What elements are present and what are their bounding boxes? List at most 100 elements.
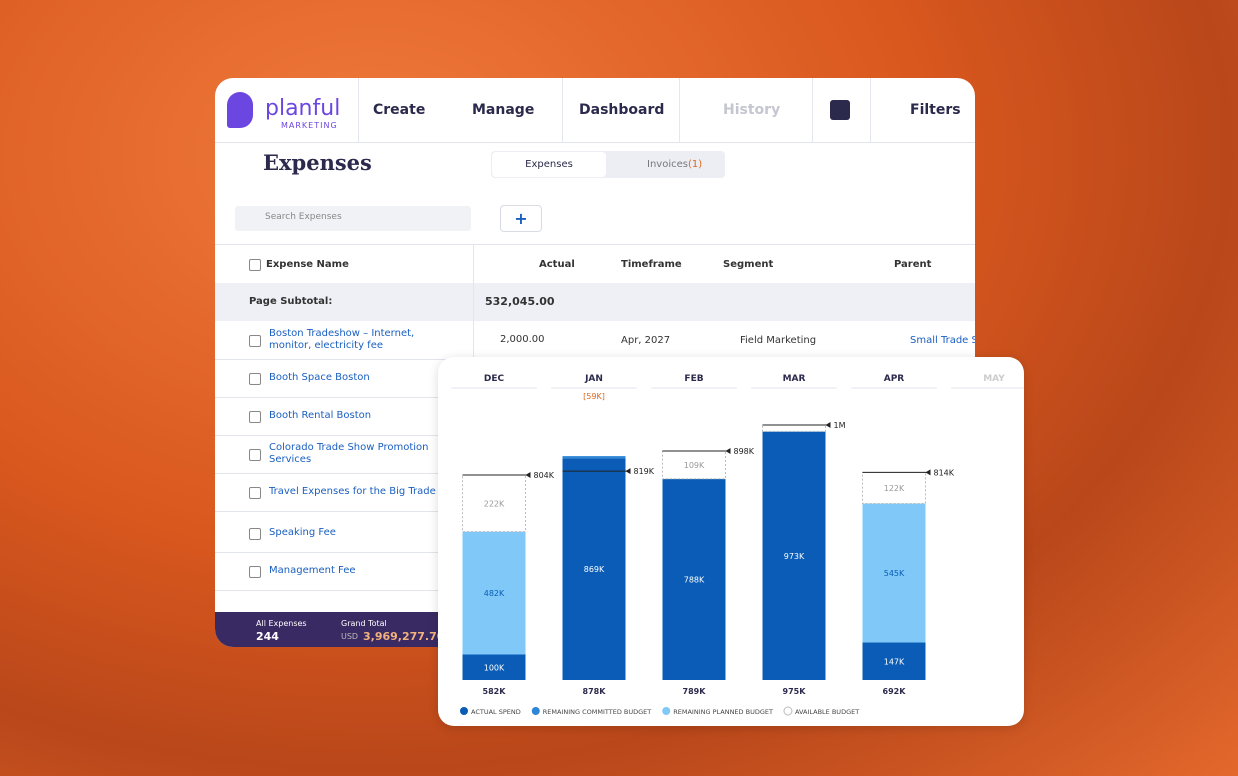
segment-label: 545K	[884, 569, 905, 578]
expense-segment: Field Marketing	[740, 335, 817, 346]
subtotal-row	[215, 283, 975, 321]
bar-segment	[462, 654, 526, 680]
overspend-label: [59K]	[583, 392, 605, 401]
total-label: 582K	[483, 687, 507, 696]
budget-label: 814K	[934, 468, 955, 477]
expense-name[interactable]: Speaking Fee	[269, 527, 336, 538]
month-label: MAR	[783, 374, 806, 384]
legend-swatch	[783, 706, 793, 716]
month-label: DEC	[484, 374, 505, 384]
logo-icon	[227, 92, 253, 128]
month-label: MAY	[983, 374, 1005, 384]
row-checkbox[interactable]	[249, 411, 261, 423]
subtotal-label: Page Subtotal:	[249, 296, 333, 307]
budget-arrow	[725, 448, 731, 455]
search-placeholder: Search Expenses	[265, 212, 342, 222]
footer-all-label: All Expenses	[256, 619, 307, 628]
page-title: Expenses	[263, 150, 372, 175]
chart-panel: DEC 100K 482K 222K 582K 804K JAN 869K 878K 819K FE…	[438, 357, 1024, 726]
legend-swatch	[460, 707, 468, 715]
nav-create[interactable]: Create	[373, 102, 426, 118]
legend-swatch	[531, 707, 540, 715]
nav-filters[interactable]: Filters	[910, 102, 961, 118]
col-segment: Segment	[723, 259, 774, 270]
row-checkbox[interactable]	[249, 566, 261, 578]
expense-actual: 2,000.00	[500, 334, 545, 345]
bar-segment	[662, 479, 726, 680]
total-label: 878K	[583, 687, 607, 696]
expense-name[interactable]: Boston Tradeshow – Internet, monitor, el…	[269, 328, 415, 351]
expense-name[interactable]: Management Fee	[269, 565, 356, 576]
footer-currency: USD	[341, 632, 359, 641]
budget-label: 804K	[534, 471, 555, 480]
budget-arrow	[825, 422, 831, 428]
legend-label: AVAILABLE BUDGET	[795, 708, 859, 716]
total-label: 789K	[683, 687, 707, 696]
legend-label: ACTUAL SPEND	[471, 708, 521, 716]
row-checkbox[interactable]	[249, 487, 261, 499]
budget-label: 898K	[734, 447, 755, 456]
col-timeframe: Timeframe	[621, 259, 682, 270]
add-button[interactable]: +	[500, 205, 542, 232]
nav-dashboard[interactable]: Dashboard	[579, 102, 665, 118]
calendar-icon[interactable]	[830, 100, 850, 120]
bar-segment	[862, 642, 926, 680]
search-box[interactable]	[235, 206, 471, 231]
subtotal-value: 532,045.00	[485, 295, 555, 308]
expense-parent: Small Trade S	[910, 335, 975, 346]
month-label: FEB	[684, 374, 703, 384]
segment-label: 109K	[684, 461, 705, 470]
logo-sub: MARKETING	[281, 121, 338, 130]
bar-segment	[662, 450, 726, 480]
budget-arrow	[525, 471, 531, 478]
month-label: APR	[884, 374, 905, 384]
bar-segment	[562, 456, 626, 459]
month-label: JAN	[584, 374, 603, 384]
row-checkbox[interactable]	[249, 335, 261, 347]
chart: DEC 100K 482K 222K 582K 804K JAN 869K 878K 819K FE…	[451, 374, 1024, 716]
col-actual: Actual	[539, 259, 575, 270]
expense-name[interactable]: Booth Space Boston	[269, 372, 370, 383]
row-checkbox[interactable]	[249, 528, 261, 540]
expense-name[interactable]: Colorado Trade Show Promotion Services	[269, 442, 429, 465]
segment-label: 973K	[784, 552, 805, 561]
footer-all-count: 244	[256, 630, 279, 643]
total-label: 975K	[783, 687, 807, 696]
bar-segment	[562, 458, 626, 680]
expense-name[interactable]: Booth Rental Boston	[269, 410, 372, 421]
segment-label: 222K	[484, 499, 505, 508]
budget-arrow	[925, 469, 931, 476]
budget-label: 819K	[634, 467, 655, 476]
col-name: Expense Name	[266, 259, 349, 270]
footer-total-label: Grand Total	[341, 619, 387, 628]
footer-total: 3,969,277.70	[363, 630, 445, 643]
budget-label: 1M	[834, 421, 846, 430]
legend-swatch	[662, 707, 671, 715]
segment-label: 100K	[484, 663, 505, 672]
segment-label: 122K	[884, 484, 905, 493]
bar-segment	[862, 503, 926, 643]
logo: planful	[265, 96, 341, 121]
invoice-count: (1)	[688, 159, 703, 170]
tab-expenses[interactable]: Expenses	[492, 152, 606, 177]
segment-label: 482K	[484, 589, 505, 598]
legend-label: REMAINING PLANNED BUDGET	[673, 708, 773, 716]
bar-segment	[462, 474, 526, 533]
nav-manage[interactable]: Manage	[472, 102, 535, 118]
bar-segment	[762, 431, 826, 680]
total-label: 692K	[883, 687, 907, 696]
segment-label: 869K	[584, 565, 605, 574]
bar-segment	[462, 531, 526, 655]
expense-timeframe: Apr, 2027	[621, 335, 671, 346]
col-parent: Parent	[894, 259, 932, 270]
bar-segment	[862, 471, 926, 505]
row-checkbox[interactable]	[249, 449, 261, 461]
nav-history[interactable]: History	[723, 102, 781, 118]
legend-label: REMAINING COMMITTED BUDGET	[543, 708, 651, 716]
budget-arrow	[625, 468, 631, 475]
expense-name[interactable]: Travel Expenses for the Big Trade Sh	[269, 486, 452, 497]
row-checkbox[interactable]	[249, 373, 261, 385]
bar-segment	[762, 424, 826, 432]
tab-invoices[interactable]: Invoices	[647, 159, 688, 170]
